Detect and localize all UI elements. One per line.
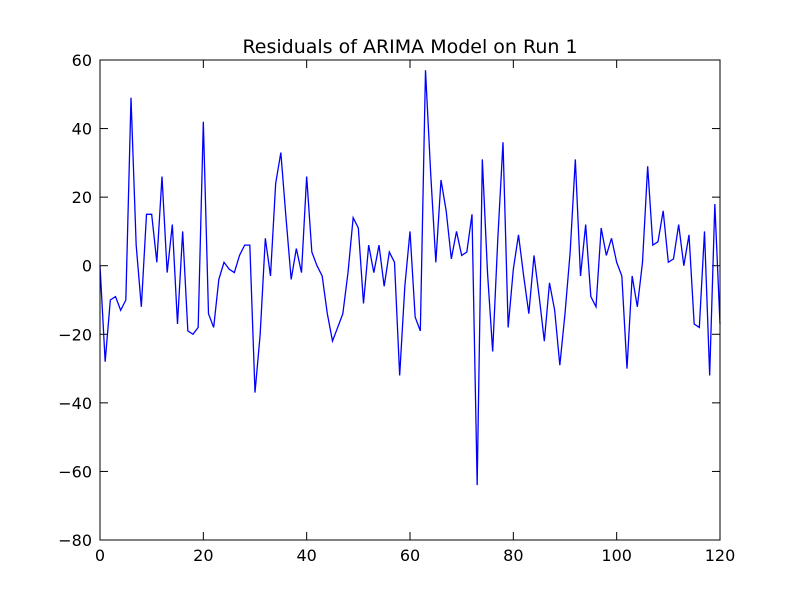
residual-line	[99, 70, 721, 486]
y-tick-label: 40	[72, 120, 92, 139]
x-tick-label: 80	[503, 546, 523, 565]
y-tick-label: 60	[72, 51, 92, 70]
x-tick-label: 120	[705, 546, 736, 565]
y-tick-label: −20	[58, 325, 92, 344]
y-tick-label: −80	[58, 531, 92, 550]
x-tick-label: 20	[193, 546, 213, 565]
plot-frame	[99, 59, 721, 541]
x-tick-label: 100	[601, 546, 632, 565]
x-tick-label: 60	[400, 546, 420, 565]
chart-title: Residuals of ARIMA Model on Run 1	[242, 36, 577, 58]
y-tick-label: −60	[58, 462, 92, 481]
y-tick-label: 20	[72, 188, 92, 207]
tick-marks	[99, 59, 721, 541]
x-tick-label: 40	[296, 546, 316, 565]
x-tick-label: 0	[95, 546, 105, 565]
tick-labels: 0 20 40 60 80 100 120 −80 −60 −40 −20 0 20 40 60	[58, 51, 735, 565]
y-tick-label: −40	[58, 394, 92, 413]
y-tick-label: 0	[82, 257, 92, 276]
